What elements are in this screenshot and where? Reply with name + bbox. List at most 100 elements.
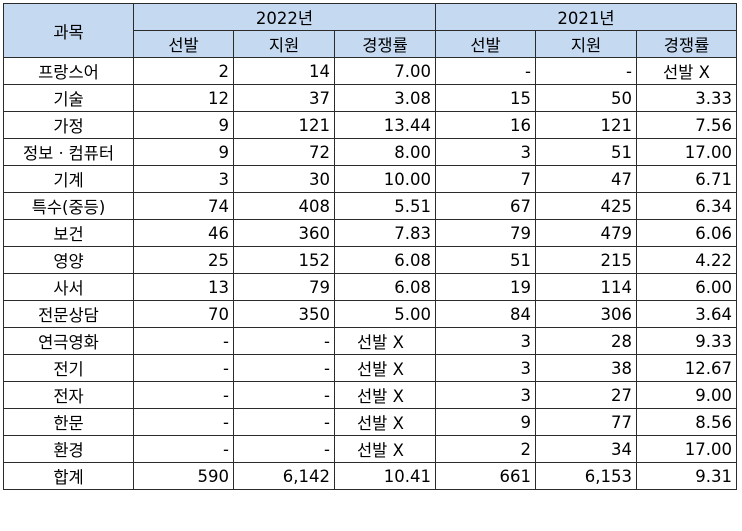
value-cell: 7.00 [334,57,436,85]
table-row: 전문상담 70 350 5.00 84 306 3.64 [3,300,737,328]
value-cell: - [233,327,335,355]
table-row: 한문 - - 선발 X 9 77 8.56 [3,408,737,436]
subject-cell: 전문상담 [3,300,134,328]
table-row: 전자 - - 선발 X 3 27 9.00 [3,381,737,409]
value-cell: 6,142 [233,462,335,490]
subject-cell: 보건 [3,219,134,247]
table-row: 환경 - - 선발 X 2 34 17.00 [3,435,737,463]
table-row: 특수(중등) 74 408 5.51 67 425 6.34 [3,192,737,220]
value-cell: 408 [233,192,335,220]
value-cell: - [233,435,335,463]
year-header-2021: 2021년 [435,3,737,31]
value-cell: 350 [233,300,335,328]
col-header-selection-2022: 선발 [133,30,234,58]
subject-cell: 정보ㆍ컴퓨터 [3,138,134,166]
value-cell: 306 [535,300,637,328]
value-cell: 34 [535,435,637,463]
value-cell: 9 [435,408,536,436]
value-cell: 2 [435,435,536,463]
subject-cell: 연극영화 [3,327,134,355]
value-cell: 6.08 [334,246,436,274]
value-cell: 67 [435,192,536,220]
col-header-selection-2021: 선발 [435,30,536,58]
subject-header: 과목 [3,3,134,58]
value-cell: 70 [133,300,234,328]
value-cell: - [233,354,335,382]
value-cell: 9 [133,111,234,139]
header-row-years: 과목 2022년 2021년 [3,3,737,58]
value-cell: 215 [535,246,637,274]
value-cell: 51 [535,138,637,166]
value-cell: 590 [133,462,234,490]
value-cell: 46 [133,219,234,247]
value-cell: 17.00 [636,435,737,463]
value-cell: 3.08 [334,84,436,112]
table-row: 정보ㆍ컴퓨터 9 72 8.00 3 51 17.00 [3,138,737,166]
value-cell: 6,153 [535,462,637,490]
value-cell: 선발 X [334,327,436,355]
table-row: 보건 46 360 7.83 79 479 6.06 [3,219,737,247]
table-row: 합계 590 6,142 10.41 661 6,153 9.31 [3,462,737,490]
value-cell: 6.71 [636,165,737,193]
value-cell: 선발 X [334,435,436,463]
value-cell: - [133,327,234,355]
value-cell: 2 [133,57,234,85]
value-cell: 6.08 [334,273,436,301]
value-cell: 121 [233,111,335,139]
value-cell: 8.00 [334,138,436,166]
col-header-applicants-2022: 지원 [233,30,335,58]
table-row: 전기 - - 선발 X 3 38 12.67 [3,354,737,382]
value-cell: 10.41 [334,462,436,490]
value-cell: 선발 X [334,408,436,436]
value-cell: 12.67 [636,354,737,382]
subject-cell: 한문 [3,408,134,436]
value-cell: 10.00 [334,165,436,193]
table-body: 프랑스어 2 14 7.00- - 선발 X 기술 12 37 3.08 15 50 3.33 가정 9 12… [3,57,737,490]
table-row: 기술 12 37 3.08 15 50 3.33 [3,84,737,112]
value-cell: 50 [535,84,637,112]
value-cell: 51 [435,246,536,274]
header-row-columns: 선발 지원 경쟁률 선발 지원 경쟁률 [4,30,737,58]
subject-cell: 프랑스어 [3,57,134,85]
subject-cell: 가정 [3,111,134,139]
value-cell: 9.31 [636,462,737,490]
table-row: 영양 25 152 6.08 51 215 4.22 [3,246,737,274]
col-header-rate-2022: 경쟁률 [334,30,436,58]
value-cell: 74 [133,192,234,220]
value-cell: 121 [535,111,637,139]
value-cell: 79 [233,273,335,301]
subject-cell: 영양 [3,246,134,274]
value-cell: 3.33 [636,84,737,112]
value-cell: 37 [233,84,335,112]
value-cell: 12 [133,84,234,112]
value-cell: - [133,408,234,436]
subject-cell: 전자 [3,381,134,409]
value-cell: - [535,57,637,85]
value-cell: - [133,381,234,409]
value-cell: 7 [435,165,536,193]
value-cell: 360 [233,219,335,247]
subject-cell: 합계 [3,462,134,490]
value-cell: 6.06 [636,219,737,247]
value-cell: 27 [535,381,637,409]
value-cell: 25 [133,246,234,274]
value-cell: 77 [535,408,637,436]
value-cell: 13 [133,273,234,301]
value-cell: 15 [435,84,536,112]
value-cell: 5.00 [334,300,436,328]
value-cell: 3 [435,354,536,382]
value-cell: 7.83 [334,219,436,247]
value-cell: 114 [535,273,637,301]
value-cell: 선발 X [334,354,436,382]
col-header-rate-2021: 경쟁률 [636,30,737,58]
value-cell: 3 [435,327,536,355]
value-cell: 72 [233,138,335,166]
col-header-applicants-2021: 지원 [535,30,637,58]
subject-cell: 기계 [3,165,134,193]
value-cell: 17.00 [636,138,737,166]
value-cell: 16 [435,111,536,139]
value-cell: 479 [535,219,637,247]
value-cell: 152 [233,246,335,274]
subject-cell: 환경 [3,435,134,463]
value-cell: 13.44 [334,111,436,139]
